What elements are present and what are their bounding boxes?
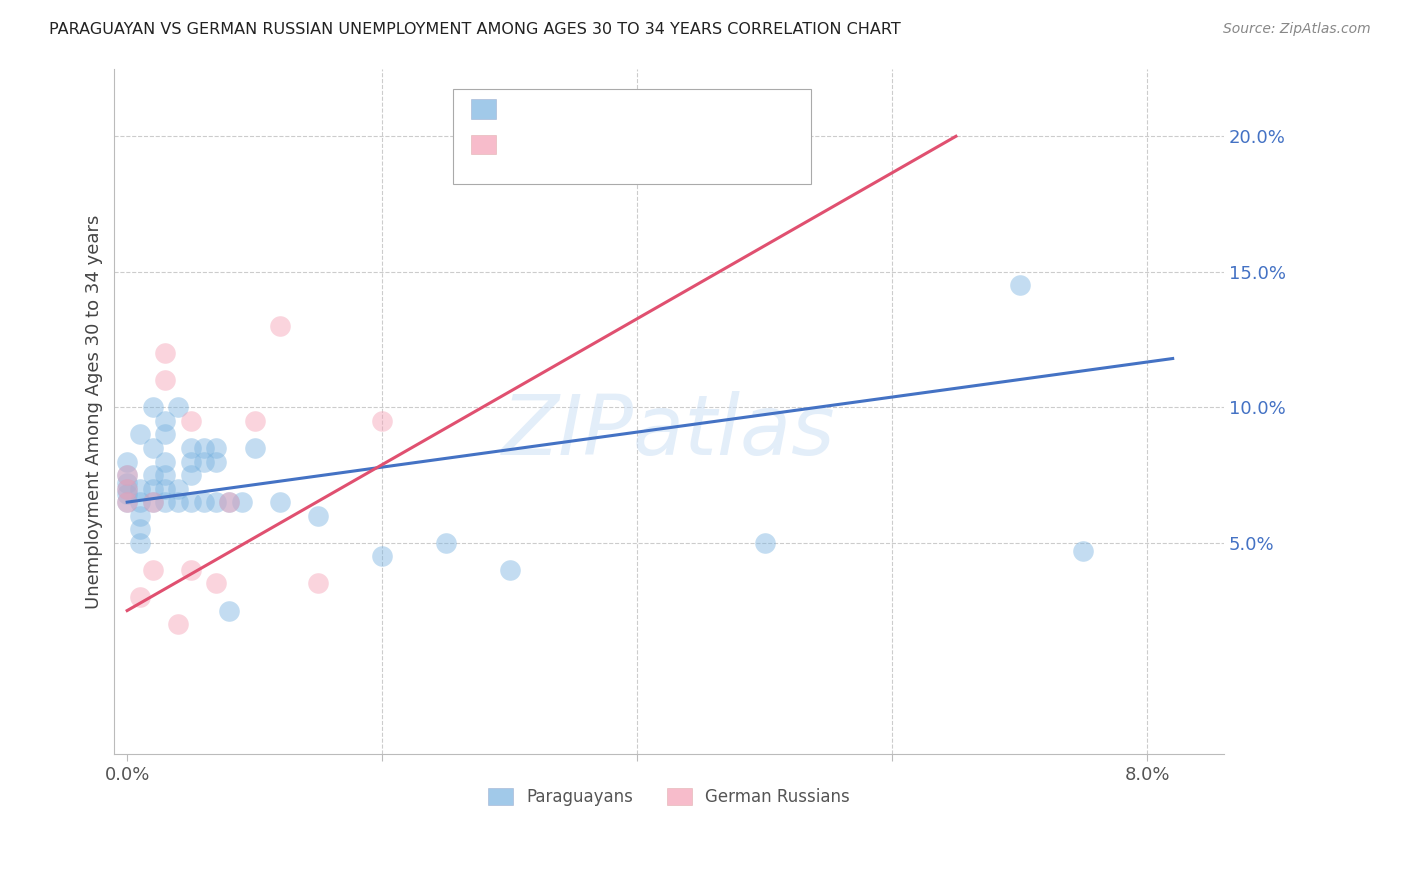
- Point: [115, 476, 138, 491]
- Point: [193, 495, 215, 509]
- Point: [180, 468, 202, 483]
- Point: [180, 454, 202, 468]
- Point: [180, 563, 202, 577]
- Text: N =: N =: [624, 100, 672, 118]
- Point: [115, 482, 138, 496]
- Point: [167, 482, 190, 496]
- Point: [115, 495, 138, 509]
- Text: PARAGUAYAN VS GERMAN RUSSIAN UNEMPLOYMENT AMONG AGES 30 TO 34 YEARS CORRELATION : PARAGUAYAN VS GERMAN RUSSIAN UNEMPLOYMEN…: [49, 22, 901, 37]
- Point: [155, 373, 177, 387]
- Point: [129, 427, 152, 442]
- Text: R =: R =: [508, 136, 544, 153]
- Point: [205, 576, 228, 591]
- Point: [115, 454, 138, 468]
- Text: 0.767: 0.767: [554, 136, 606, 153]
- Point: [434, 536, 457, 550]
- Point: [307, 508, 329, 523]
- Point: [498, 563, 520, 577]
- Point: [142, 468, 165, 483]
- Point: [155, 414, 177, 428]
- Point: [155, 427, 177, 442]
- Legend: Paraguayans, German Russians: Paraguayans, German Russians: [479, 780, 858, 814]
- Point: [142, 495, 165, 509]
- Point: [167, 495, 190, 509]
- Y-axis label: Unemployment Among Ages 30 to 34 years: Unemployment Among Ages 30 to 34 years: [86, 214, 103, 608]
- Point: [193, 454, 215, 468]
- Point: [115, 487, 138, 501]
- Text: 17: 17: [679, 136, 702, 153]
- Point: [155, 346, 177, 360]
- Point: [180, 414, 202, 428]
- Point: [167, 617, 190, 632]
- Point: [142, 441, 165, 455]
- Text: 0.321: 0.321: [554, 100, 606, 118]
- Point: [155, 482, 177, 496]
- Point: [129, 522, 152, 536]
- Point: [269, 495, 291, 509]
- Point: [231, 495, 253, 509]
- Text: ZIPatlas: ZIPatlas: [502, 392, 835, 473]
- Point: [205, 495, 228, 509]
- Text: R =: R =: [508, 100, 544, 118]
- Point: [243, 441, 266, 455]
- Point: [142, 401, 165, 415]
- Point: [205, 454, 228, 468]
- Point: [269, 318, 291, 333]
- Point: [180, 441, 202, 455]
- Point: [142, 563, 165, 577]
- Text: Source: ZipAtlas.com: Source: ZipAtlas.com: [1223, 22, 1371, 37]
- Point: [307, 576, 329, 591]
- Point: [167, 401, 190, 415]
- Point: [129, 536, 152, 550]
- Point: [155, 468, 177, 483]
- Point: [142, 482, 165, 496]
- Point: [218, 495, 240, 509]
- Point: [754, 536, 776, 550]
- Point: [129, 590, 152, 604]
- Point: [115, 495, 138, 509]
- Point: [142, 495, 165, 509]
- Point: [1073, 544, 1095, 558]
- Point: [155, 454, 177, 468]
- Point: [371, 414, 394, 428]
- Point: [193, 441, 215, 455]
- Point: [218, 495, 240, 509]
- Point: [155, 495, 177, 509]
- Point: [205, 441, 228, 455]
- Point: [218, 603, 240, 617]
- Point: [115, 482, 138, 496]
- Point: [1008, 278, 1031, 293]
- Point: [243, 414, 266, 428]
- Point: [129, 482, 152, 496]
- Point: [129, 508, 152, 523]
- Point: [115, 468, 138, 483]
- Point: [371, 549, 394, 564]
- Text: 48: 48: [679, 100, 702, 118]
- Point: [180, 495, 202, 509]
- Point: [129, 495, 152, 509]
- Point: [115, 468, 138, 483]
- Text: N =: N =: [624, 136, 672, 153]
